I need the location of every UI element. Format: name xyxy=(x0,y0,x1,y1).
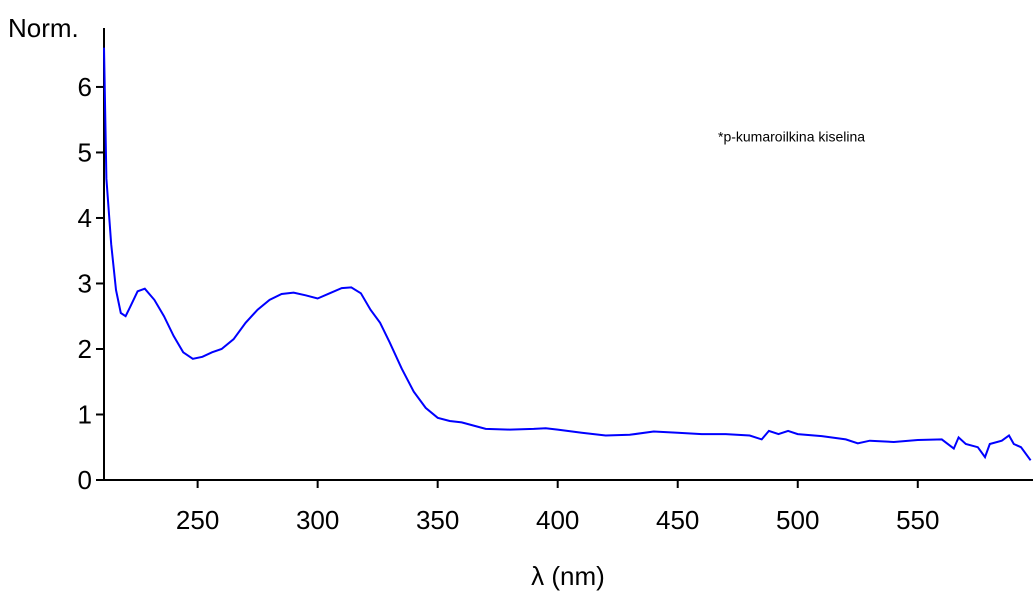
y-tick-label: 0 xyxy=(78,465,92,495)
annotation: *p-kumaroilkina kiselina xyxy=(718,129,865,145)
x-tick-label: 550 xyxy=(896,505,939,535)
y-tick-label: 6 xyxy=(78,72,92,102)
x-tick-label: 400 xyxy=(536,505,579,535)
x-tick-label: 350 xyxy=(416,505,459,535)
x-tick-label: 500 xyxy=(776,505,819,535)
y-tick-label: 3 xyxy=(78,268,92,298)
x-tick-label: 250 xyxy=(176,505,219,535)
y-tick-label: 4 xyxy=(78,203,92,233)
x-axis-label: λ (nm) xyxy=(531,561,605,591)
y-tick-label: 1 xyxy=(78,399,92,429)
data-line xyxy=(103,47,1032,461)
y-tick-label: 2 xyxy=(78,334,92,364)
x-tick-label: 450 xyxy=(656,505,699,535)
y-tick-label: 5 xyxy=(78,137,92,167)
y-axis-label: Norm. xyxy=(8,13,79,43)
x-tick-label: 300 xyxy=(296,505,339,535)
